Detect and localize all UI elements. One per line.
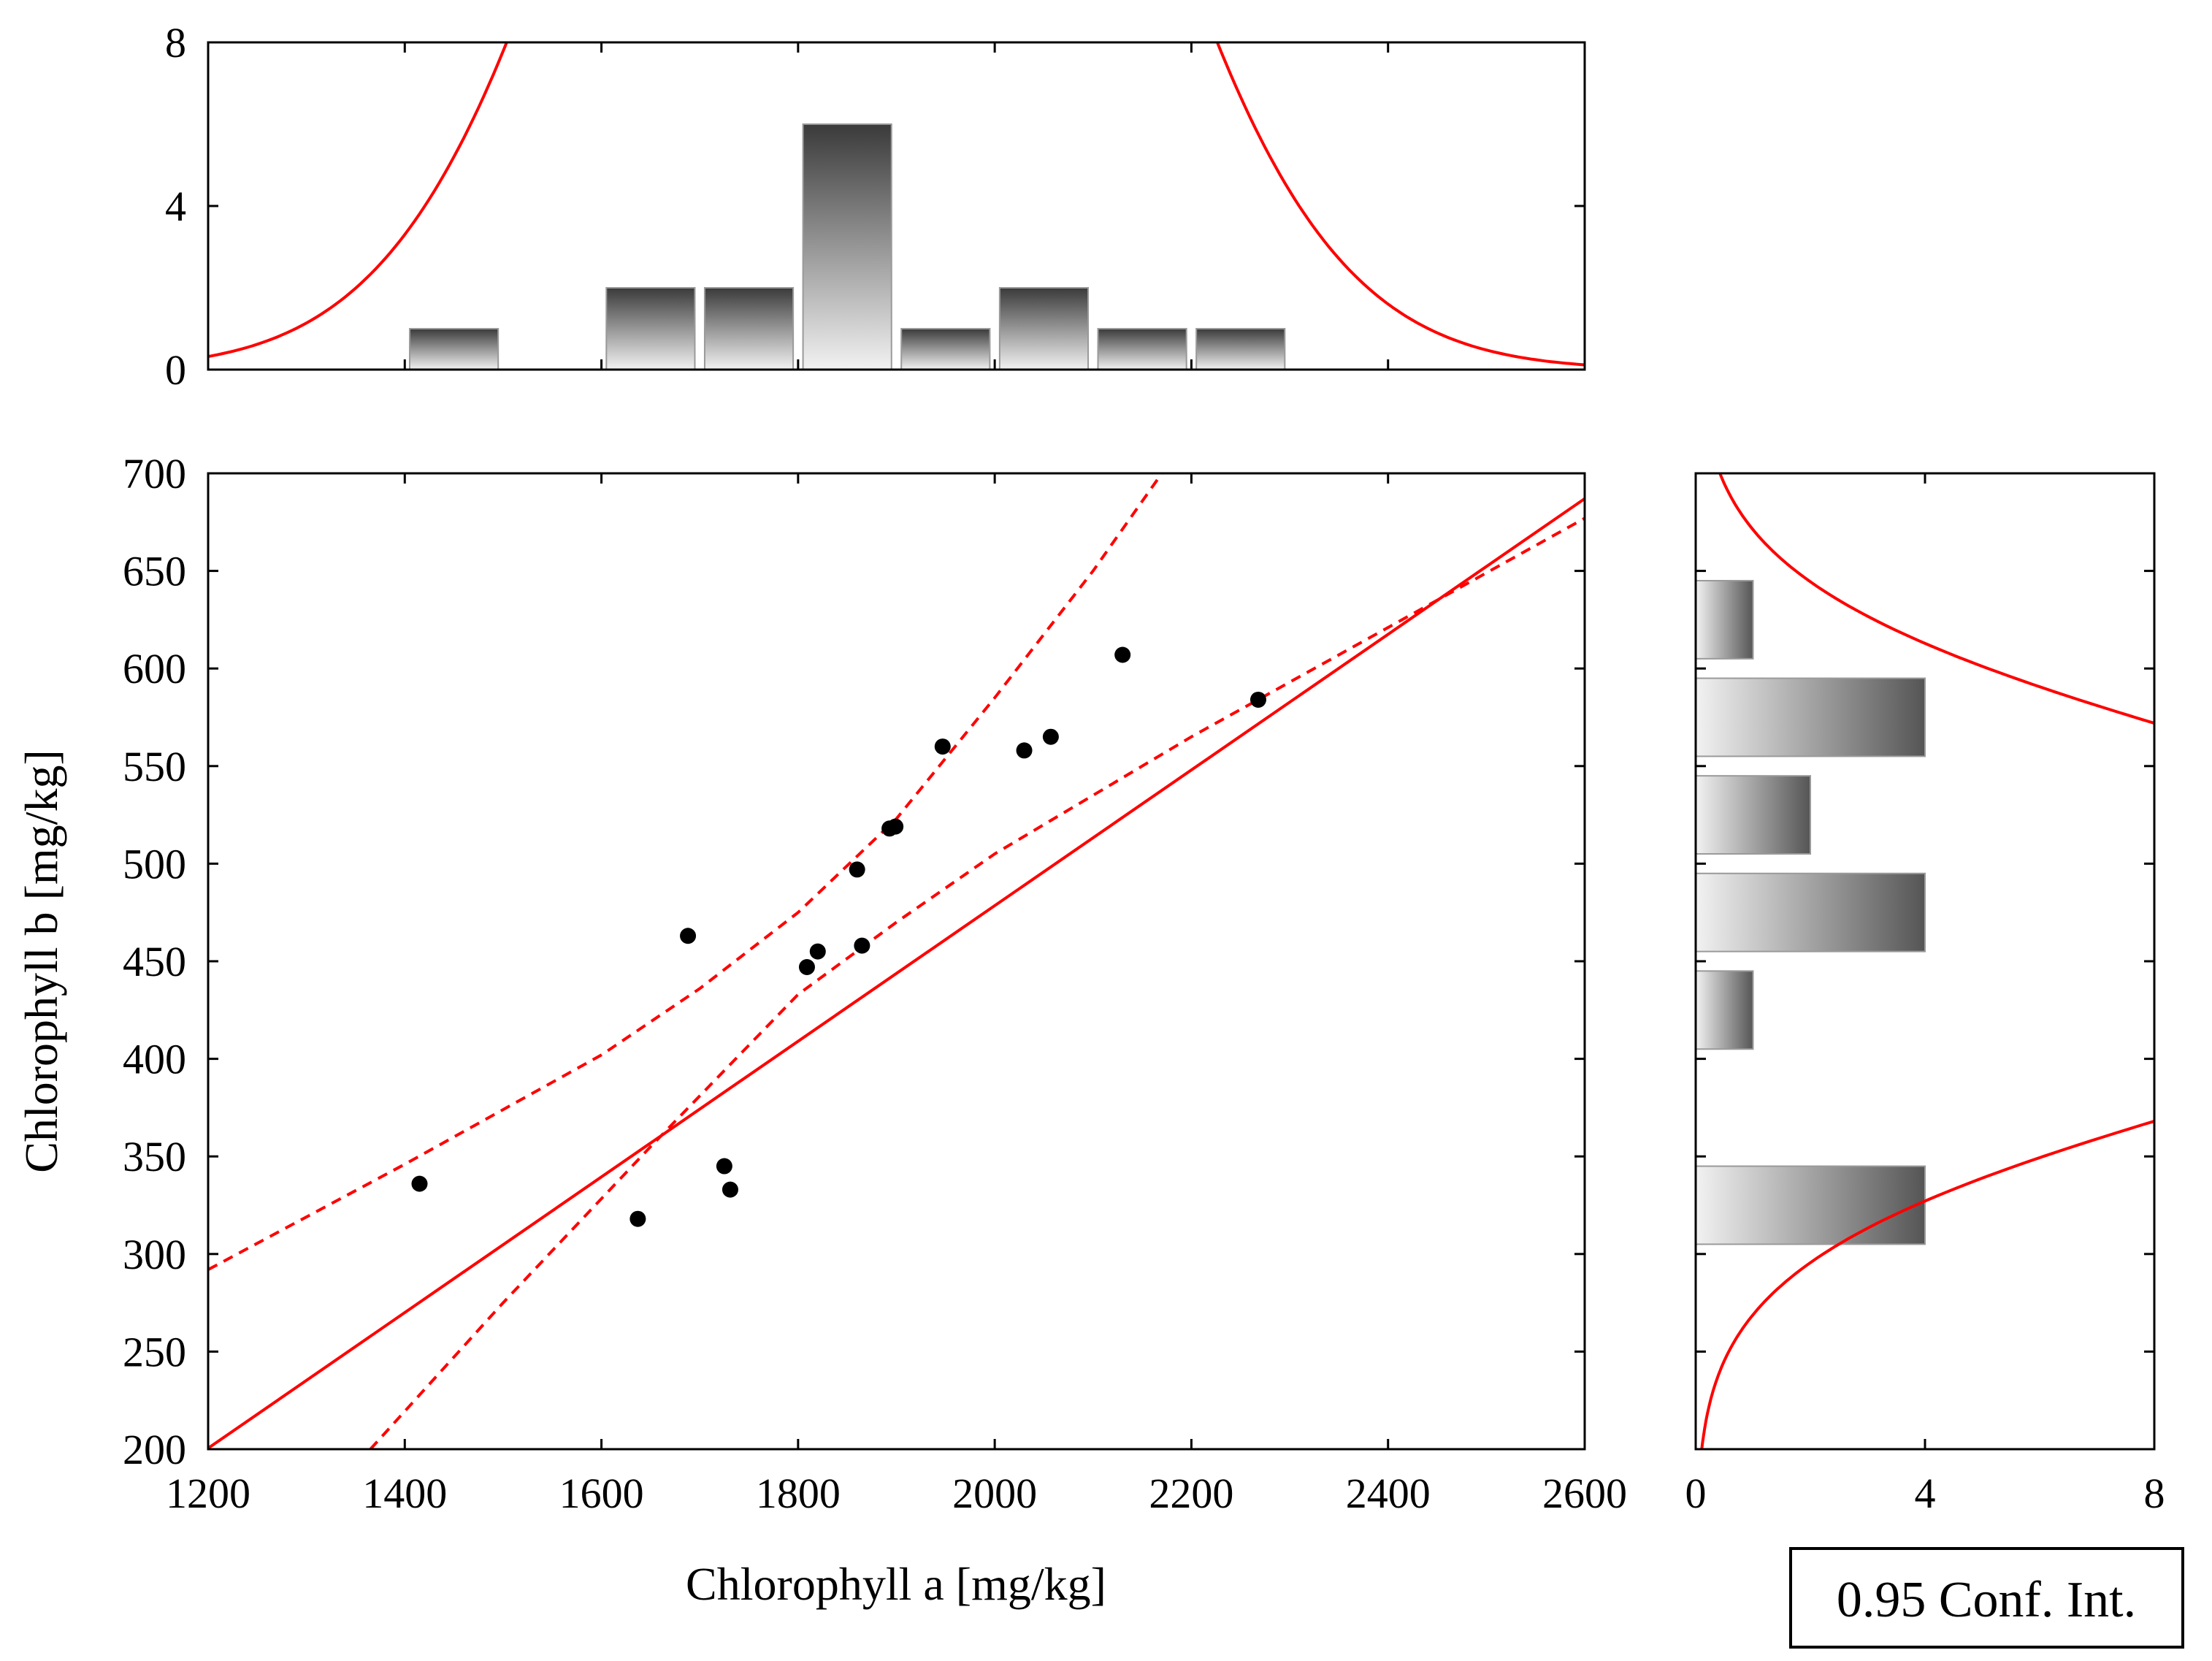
x-axis-title: Chlorophyll a [mg/kg]: [686, 1558, 1106, 1610]
top-histogram-panel: 0 4 8: [165, 19, 1586, 394]
right-histogram-axis: 0 4 8: [1685, 472, 2165, 1517]
y-tick-label: 250: [123, 1328, 186, 1375]
y-tick-label: 450: [123, 938, 186, 985]
right-histogram-bar: [1695, 775, 1811, 855]
y-tick-label: 700: [123, 450, 186, 497]
y-tick-label: 350: [123, 1133, 186, 1180]
top-histogram-bar: [900, 328, 991, 370]
top-histogram-bar: [703, 287, 795, 370]
scatter-point: [1249, 691, 1266, 708]
scatter-point: [1114, 646, 1131, 663]
scatter-point: [887, 818, 904, 835]
top-histogram-frame: [207, 41, 1586, 371]
legend-box: [1789, 1547, 2184, 1649]
top-histogram-bars: [409, 123, 1286, 370]
right-histogram-bar: [1695, 970, 1754, 1050]
right-histogram-bar: [1695, 872, 1926, 952]
scatter-point: [809, 943, 826, 960]
y-tick-label: 200: [123, 1426, 186, 1473]
y-tick-label: 500: [123, 840, 186, 887]
ci-upper-line: [208, 473, 1163, 1271]
y-tick-label: 600: [123, 645, 186, 692]
top-histogram-bar: [998, 287, 1090, 370]
x-tick-label: 1400: [362, 1470, 447, 1517]
y-axis-title: Chlorophyll b [mg/kg]: [15, 749, 67, 1173]
y-tick-label: 550: [123, 743, 186, 790]
scatter-point: [722, 1181, 738, 1198]
scatter-axes: 1200 1400 1600 1800 2000 2200 2400 2600 200 250 30…: [123, 450, 1627, 1517]
legend-label: 0.95 Conf. Int.: [1837, 1572, 2136, 1628]
top-histogram-bar: [1097, 328, 1187, 370]
scatter-point: [849, 861, 865, 878]
top-histogram-bar: [802, 123, 892, 370]
scatter-point: [1016, 742, 1033, 759]
regression-line: [208, 497, 1585, 1449]
scatter-panel: 1200 1400 1600 1800 2000 2200 2400 2600 200 250 30…: [15, 450, 1627, 1610]
x-tick-label: 2000: [952, 1470, 1037, 1517]
scatter-point: [854, 937, 870, 954]
top-y-tick-label: 8: [165, 19, 186, 66]
scatter-point: [629, 1210, 646, 1227]
scatter-point: [1042, 728, 1059, 745]
right-histogram-bar: [1695, 579, 1754, 660]
right-histogram-panel: 0 4 8: [1685, 472, 2165, 1517]
x-tick-label: 2400: [1346, 1470, 1431, 1517]
top-histogram-bar: [409, 328, 500, 370]
legend: 0.95 Conf. Int.: [1789, 1547, 2184, 1649]
y-tick-label: 300: [123, 1231, 186, 1278]
scatter-point: [411, 1175, 428, 1192]
ci-lower-line: [369, 516, 1585, 1449]
top-y-tick-label: 4: [165, 183, 186, 230]
scatter-points: [411, 646, 1266, 1227]
right-histogram-bar: [1695, 677, 1926, 757]
x-tick-label: 2200: [1149, 1470, 1233, 1517]
y-tick-label: 400: [123, 1036, 186, 1083]
right-x-tick-label: 0: [1685, 1470, 1707, 1517]
scatter-point: [680, 928, 697, 944]
x-tick-label: 2600: [1542, 1470, 1627, 1517]
scatter-point: [934, 738, 951, 755]
right-x-tick-label: 4: [1915, 1470, 1936, 1517]
right-histogram-bar: [1695, 1165, 1926, 1245]
scatter-point: [798, 959, 815, 976]
right-normal-curve: [1700, 473, 2154, 1449]
right-x-tick-label: 8: [2144, 1470, 2165, 1517]
right-histogram-bars: [1695, 579, 1926, 1245]
scatter-point: [716, 1158, 732, 1175]
top-y-tick-label: 0: [165, 346, 186, 394]
x-tick-label: 1200: [166, 1470, 250, 1517]
x-tick-label: 1600: [559, 1470, 644, 1517]
top-histogram-bar: [1195, 328, 1286, 370]
top-histogram-axis: 0 4 8: [165, 19, 1586, 394]
top-histogram-bar: [605, 287, 696, 370]
x-tick-label: 1800: [756, 1470, 841, 1517]
top-normal-curve: [208, 42, 1585, 367]
y-tick-label: 650: [123, 548, 186, 595]
scatter-frame: [207, 472, 1586, 1451]
